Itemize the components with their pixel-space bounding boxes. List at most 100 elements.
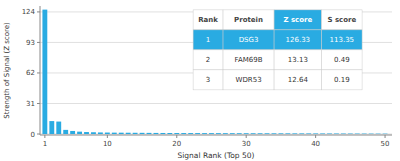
bar [265,133,270,135]
bar [313,133,318,135]
table-text: 12.64 [288,76,309,84]
chart: 031629312411020304050Signal Rank (Top 50… [0,0,400,161]
bar [119,133,124,134]
table-text: 2 [206,56,210,64]
bar [216,133,221,135]
table-cell [193,10,223,30]
x-tick-label: 40 [311,140,320,148]
bar [299,133,304,135]
x-tick-label: 1 [43,140,47,148]
bar [105,133,110,134]
table-text: 113.35 [330,36,355,44]
table-cell [274,50,322,70]
y-tick [37,72,40,73]
x-tick [246,135,247,138]
bar [223,133,228,135]
bar [133,133,138,134]
table-cell [223,70,274,90]
x-tick [176,135,177,138]
table-text: Protein [234,16,263,24]
table-cell [193,70,223,90]
bar [154,133,159,134]
table-text: Z score [283,16,312,24]
table-cell [193,30,223,50]
table-cell [322,10,362,30]
bar [181,133,186,135]
bar [98,132,103,134]
y-tick-label: 31 [26,100,35,108]
bar [91,132,96,134]
y-tick-label: 0 [31,131,35,139]
y-tick [37,11,40,12]
table-text: WDR53 [236,76,262,84]
bar [160,133,165,134]
x-axis-label: Signal Rank (Top 50) [178,151,255,160]
table-text: Rank [198,16,218,24]
bar [334,133,339,135]
y-tick-label: 124 [22,8,36,16]
x-tick-label: 10 [103,140,112,148]
table: Rank Protein Z score S score 1 DSG3 126.33 113.… [193,10,362,90]
bar [209,133,214,135]
table-text: 3 [206,76,210,84]
y-tick [37,42,40,43]
y-tick [37,103,40,104]
table-cell [322,70,362,90]
bar [202,133,207,135]
bar [230,133,235,135]
bar [251,133,256,135]
table-text: 1 [206,36,210,44]
table-cell [322,50,362,70]
bar [49,121,54,134]
bar [140,133,145,134]
bar [195,133,200,135]
bar [348,133,353,134]
table-text: S score [327,16,356,24]
table-cell [193,50,223,70]
bar [188,133,193,135]
bar [327,133,332,135]
x-tick [44,135,45,138]
table-cell [274,70,322,90]
y-axis-label: Strength of Signal (Z score) [3,22,11,119]
y-tick-label: 62 [26,69,35,77]
bar [306,133,311,135]
table-text: 13.13 [288,56,308,64]
bar [285,133,290,135]
table-text: FAM69B [235,56,263,64]
bar [84,132,89,134]
table-cell [223,50,274,70]
x-tick [315,135,316,138]
bar [42,10,47,134]
bar [341,133,346,135]
bar [258,133,263,135]
bar [383,133,388,134]
bar [147,133,152,134]
bar [244,133,249,135]
bar [292,133,297,135]
bar [167,133,172,134]
bar [355,133,360,134]
bars [42,10,387,134]
bar [174,133,179,135]
y-axis-line [40,6,41,135]
x-tick [107,135,108,138]
x-tick-label: 50 [381,140,390,148]
bar [126,133,131,134]
bar [56,122,61,134]
table-cell [274,30,322,50]
bar [272,133,277,135]
bar [237,133,242,135]
bar [369,133,374,134]
bar [63,130,68,134]
table-cell [223,30,274,50]
bar [112,133,117,134]
x-tick [385,135,386,138]
table-cell [223,10,274,30]
table-text: 0.19 [334,76,350,84]
table-text: 126.33 [286,36,311,44]
y-tick [37,134,40,135]
table-text: DSG3 [239,36,259,44]
table-text: 0.49 [334,56,350,64]
bar [362,133,367,134]
